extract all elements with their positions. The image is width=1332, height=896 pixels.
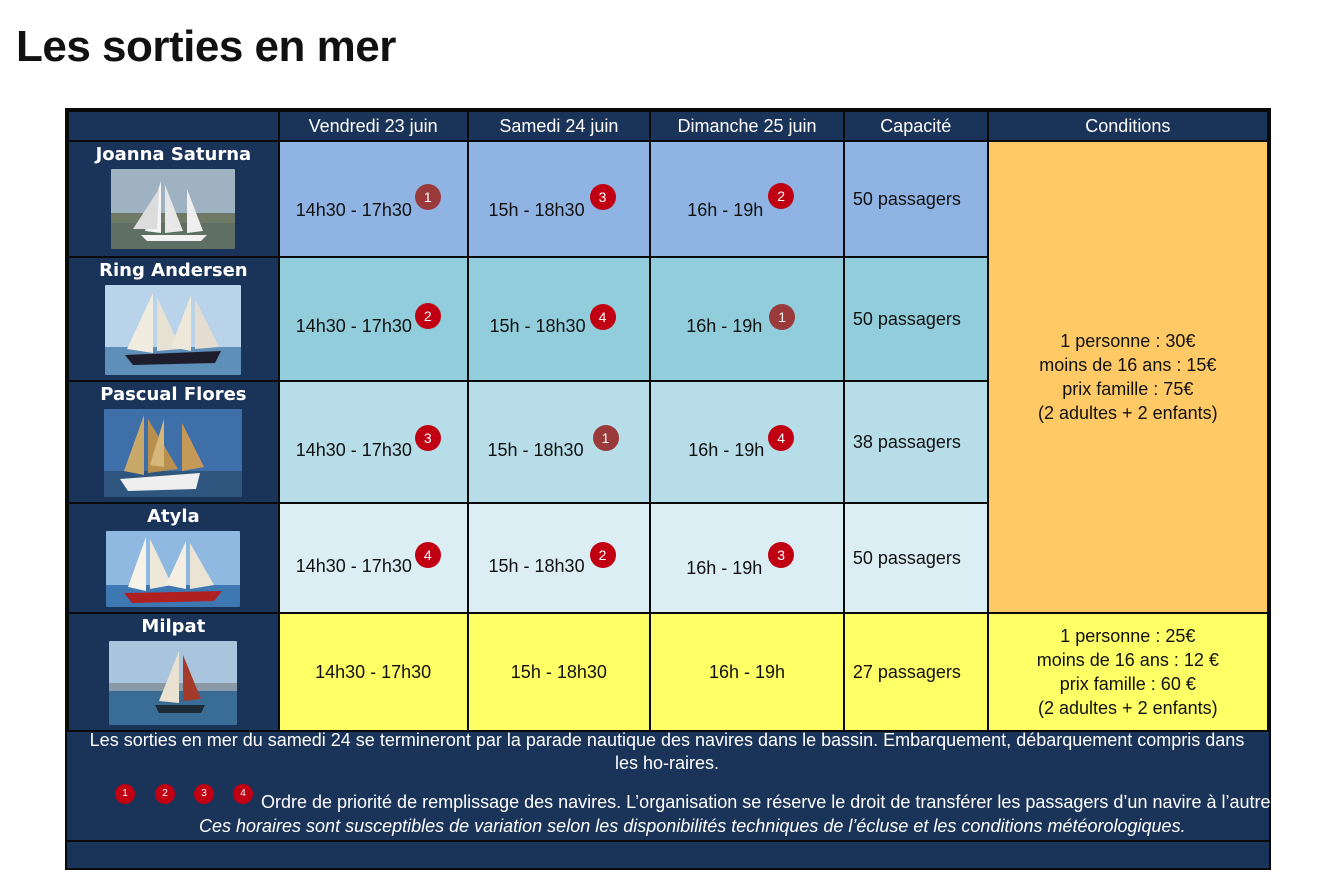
condition-line: prix famille : 60 € — [1059, 674, 1196, 694]
legend-badge: 1 — [115, 784, 135, 804]
condition-line: moins de 16 ans : 12 € — [1036, 650, 1219, 670]
corner-header — [67, 110, 280, 142]
ship-name: Joanna Saturna — [95, 144, 252, 165]
legend-badge: 3 — [194, 784, 214, 804]
parade-note: Les sorties en mer du samedi 24 se termi… — [89, 730, 1245, 773]
legend-badge: 2 — [155, 784, 175, 804]
capacity-cell: 38 passagers — [842, 380, 989, 504]
priority-badge: 1 — [769, 304, 796, 330]
time-text: 15h - 18h30 — [487, 440, 584, 460]
time-slot: 16h - 19h — [649, 612, 845, 732]
time-text: 16h - 19h — [686, 558, 763, 578]
condition-line: 1 personne : 25€ — [1060, 626, 1196, 646]
time-text: 16h - 19h — [687, 200, 764, 220]
condition-line: (2 adultes + 2 enfants) — [1038, 403, 1218, 423]
time-slot: 16h - 19h 3 — [649, 502, 845, 614]
priority-badge: 3 — [414, 425, 441, 451]
priority-badge: 3 — [589, 184, 616, 210]
column-header-saturday: Samedi 24 juin — [466, 110, 652, 142]
notes-section: Les sorties en mer du samedi 24 se termi… — [67, 727, 1276, 842]
time-slot: 15h - 18h30 4 — [466, 256, 652, 382]
priority-badge: 3 — [768, 542, 795, 568]
conditions-cell-milpat: 1 personne : 25€ moins de 16 ans : 12 € … — [986, 612, 1270, 732]
ship-name: Atyla — [147, 506, 200, 527]
ship-cell: Atyla — [67, 502, 280, 614]
time-slot: 14h30 - 17h30 3 — [277, 380, 469, 504]
time-slot: 16h - 19h 2 — [649, 140, 845, 258]
time-text: 15h - 18h30 — [510, 661, 607, 682]
disclaimer-note: Ces horaires sont susceptibles de variat… — [199, 816, 1186, 836]
ship-name: Pascual Flores — [100, 384, 247, 405]
conditions-cell: 1 personne : 30€ moins de 16 ans : 15€ p… — [986, 140, 1270, 614]
ship-photo — [109, 641, 238, 725]
schedule-table: Vendredi 23 juin Samedi 24 juin Dimanche… — [65, 108, 1276, 870]
priority-note: Ordre de priorité de remplissage des nav… — [261, 792, 1276, 812]
capacity-cell: 50 passagers — [842, 502, 989, 614]
ship-cell: Milpat — [67, 612, 280, 732]
priority-badge: 1 — [414, 184, 441, 210]
priority-badge: 4 — [589, 304, 616, 330]
ship-photo — [111, 169, 236, 249]
capacity-cell: 50 passagers — [842, 140, 989, 258]
column-header-capacity: Capacité — [842, 110, 989, 142]
condition-line: 1 personne : 30€ — [1060, 331, 1196, 351]
condition-line: prix famille : 75€ — [1062, 379, 1194, 399]
page-title: Les sorties en mer — [16, 22, 396, 71]
table-row: Joanna Saturna 14h30 - 17h30 1 15h - 18h… — [67, 140, 1270, 614]
condition-line: (2 adultes + 2 enfants) — [1038, 698, 1218, 718]
time-slot: 15h - 18h30 — [466, 612, 652, 732]
time-text: 16h - 19h — [686, 316, 763, 336]
time-slot: 15h - 18h30 2 — [466, 502, 652, 614]
priority-badge: 4 — [414, 542, 441, 568]
table-row: Pascual Flores 14h30 - 17h30 3 15h - 18h… — [67, 380, 1268, 504]
ship-name: Ring Andersen — [99, 260, 248, 281]
time-slot: 16h - 19h 1 — [649, 256, 845, 382]
time-slot: 14h30 - 17h30 1 — [277, 140, 469, 258]
time-slot: 15h - 18h30 1 — [466, 380, 652, 504]
table-row: Milpat 14h30 - 17h30 15h - 18h30 16h - 1… — [67, 612, 1270, 732]
table-row: Ring Andersen 14h30 - 17h30 2 15h - 18h3… — [67, 256, 1268, 382]
priority-badge: 2 — [589, 542, 616, 568]
time-slot: 14h30 - 17h30 4 — [277, 502, 469, 614]
column-header-sunday: Dimanche 25 juin — [649, 110, 845, 142]
capacity-cell: 27 passagers — [842, 612, 989, 732]
column-header-friday: Vendredi 23 juin — [277, 110, 469, 142]
priority-badge: 4 — [768, 425, 795, 451]
time-text: 14h30 - 17h30 — [295, 556, 412, 576]
time-text: 16h - 19h — [708, 661, 786, 682]
time-slot: 14h30 - 17h30 — [277, 612, 469, 732]
time-text: 16h - 19h — [688, 440, 765, 460]
time-text: 15h - 18h30 — [489, 316, 586, 336]
ship-name: Milpat — [141, 616, 206, 637]
time-text: 14h30 - 17h30 — [295, 316, 412, 336]
time-slot: 14h30 - 17h30 2 — [277, 256, 469, 382]
time-text: 15h - 18h30 — [488, 200, 585, 220]
priority-badge: 1 — [592, 425, 619, 451]
ship-photo — [104, 409, 243, 497]
priority-badge: 2 — [414, 303, 441, 329]
capacity-cell: 50 passagers — [842, 256, 989, 382]
time-slot: 15h - 18h30 3 — [466, 140, 652, 258]
time-slot: 16h - 19h 4 — [649, 380, 845, 504]
time-text: 15h - 18h30 — [488, 556, 585, 576]
time-text: 14h30 - 17h30 — [295, 200, 412, 220]
legend-badge: 4 — [233, 784, 253, 804]
ship-cell: Ring Andersen — [67, 256, 280, 382]
condition-line: moins de 16 ans : 15€ — [1039, 355, 1217, 375]
column-header-conditions: Conditions — [986, 110, 1270, 142]
table-row: Atyla 14h30 - 17h30 4 15h - 18h30 2 16h … — [67, 502, 1268, 614]
ship-photo — [106, 531, 241, 607]
time-text: 14h30 - 17h30 — [315, 661, 432, 682]
time-text: 14h30 - 17h30 — [295, 440, 412, 460]
priority-badge: 2 — [768, 183, 795, 209]
ship-cell: Pascual Flores — [67, 380, 280, 504]
ship-cell: Joanna Saturna — [67, 140, 280, 258]
ship-photo — [105, 285, 242, 375]
